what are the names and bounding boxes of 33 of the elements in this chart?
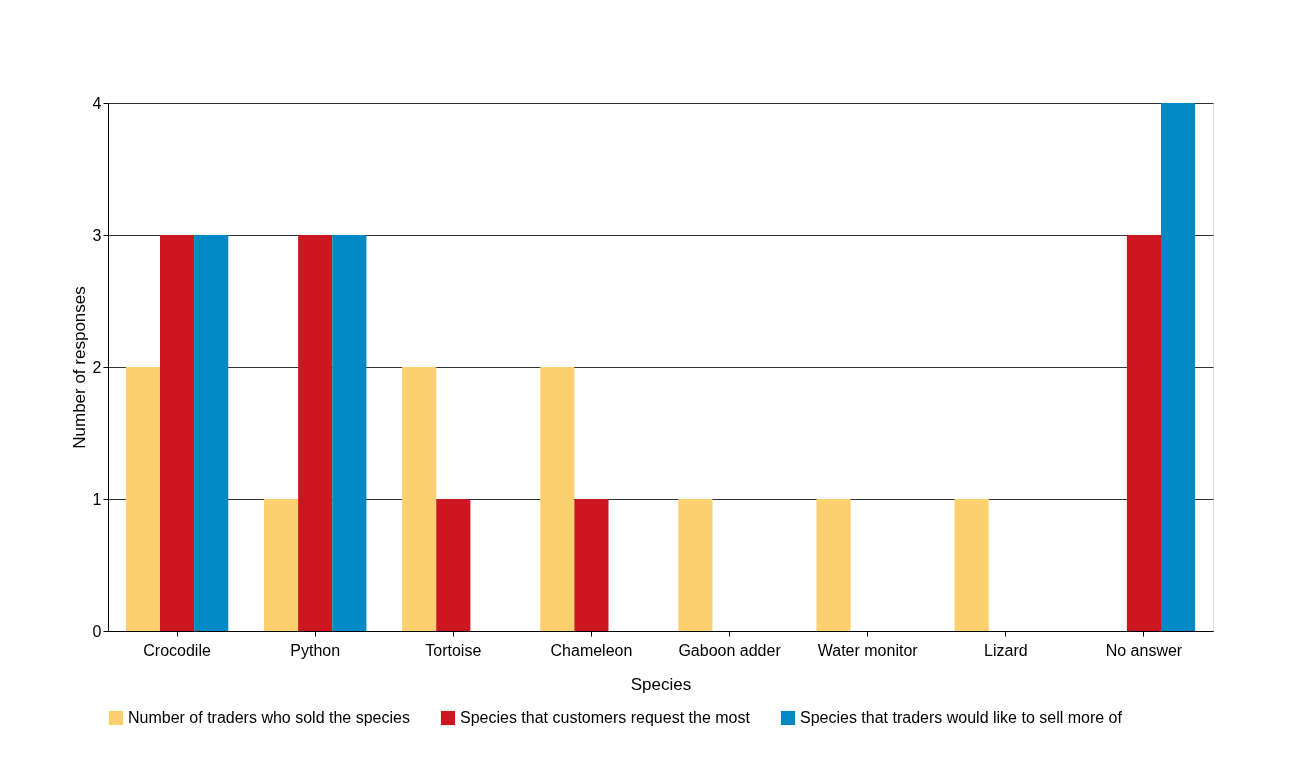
x-axis-title: Species	[630, 674, 692, 694]
x-tick-label: Python	[290, 641, 341, 659]
bar	[263, 499, 299, 631]
y-tick-label: 4	[92, 94, 102, 112]
y-tick-label: 0	[92, 622, 102, 640]
bar	[1126, 235, 1162, 631]
x-tick-label: Gaboon adder	[678, 641, 782, 659]
x-tick-label: Water monitor	[817, 641, 919, 659]
bar	[194, 235, 229, 631]
x-tick-label: Lizard	[984, 641, 1028, 659]
y-tick-label: 1	[92, 490, 102, 508]
bar	[574, 499, 609, 631]
y-tick-label: 3	[92, 226, 102, 244]
y-axis-title: Number of responses	[69, 286, 89, 449]
bar	[402, 367, 437, 631]
bar	[1161, 103, 1196, 631]
bar	[332, 235, 367, 631]
bar	[540, 367, 575, 631]
bar	[159, 235, 195, 631]
x-tick-label: No answer	[1105, 641, 1183, 659]
legend-label: Species that customers request the most	[460, 709, 751, 726]
bar	[816, 499, 851, 631]
legend-label: Species that traders would like to sell more of	[800, 709, 1123, 726]
bar	[125, 367, 160, 631]
bar	[678, 499, 713, 631]
bar	[954, 499, 989, 631]
x-tick-label: Chameleon	[550, 641, 633, 659]
legend-label: Number of traders who sold the species	[128, 709, 410, 726]
y-tick-label: 2	[92, 358, 102, 376]
x-tick-label: Crocodile	[143, 641, 211, 659]
bar	[298, 235, 333, 631]
bar	[436, 499, 471, 631]
x-tick-label: Tortoise	[425, 641, 482, 659]
